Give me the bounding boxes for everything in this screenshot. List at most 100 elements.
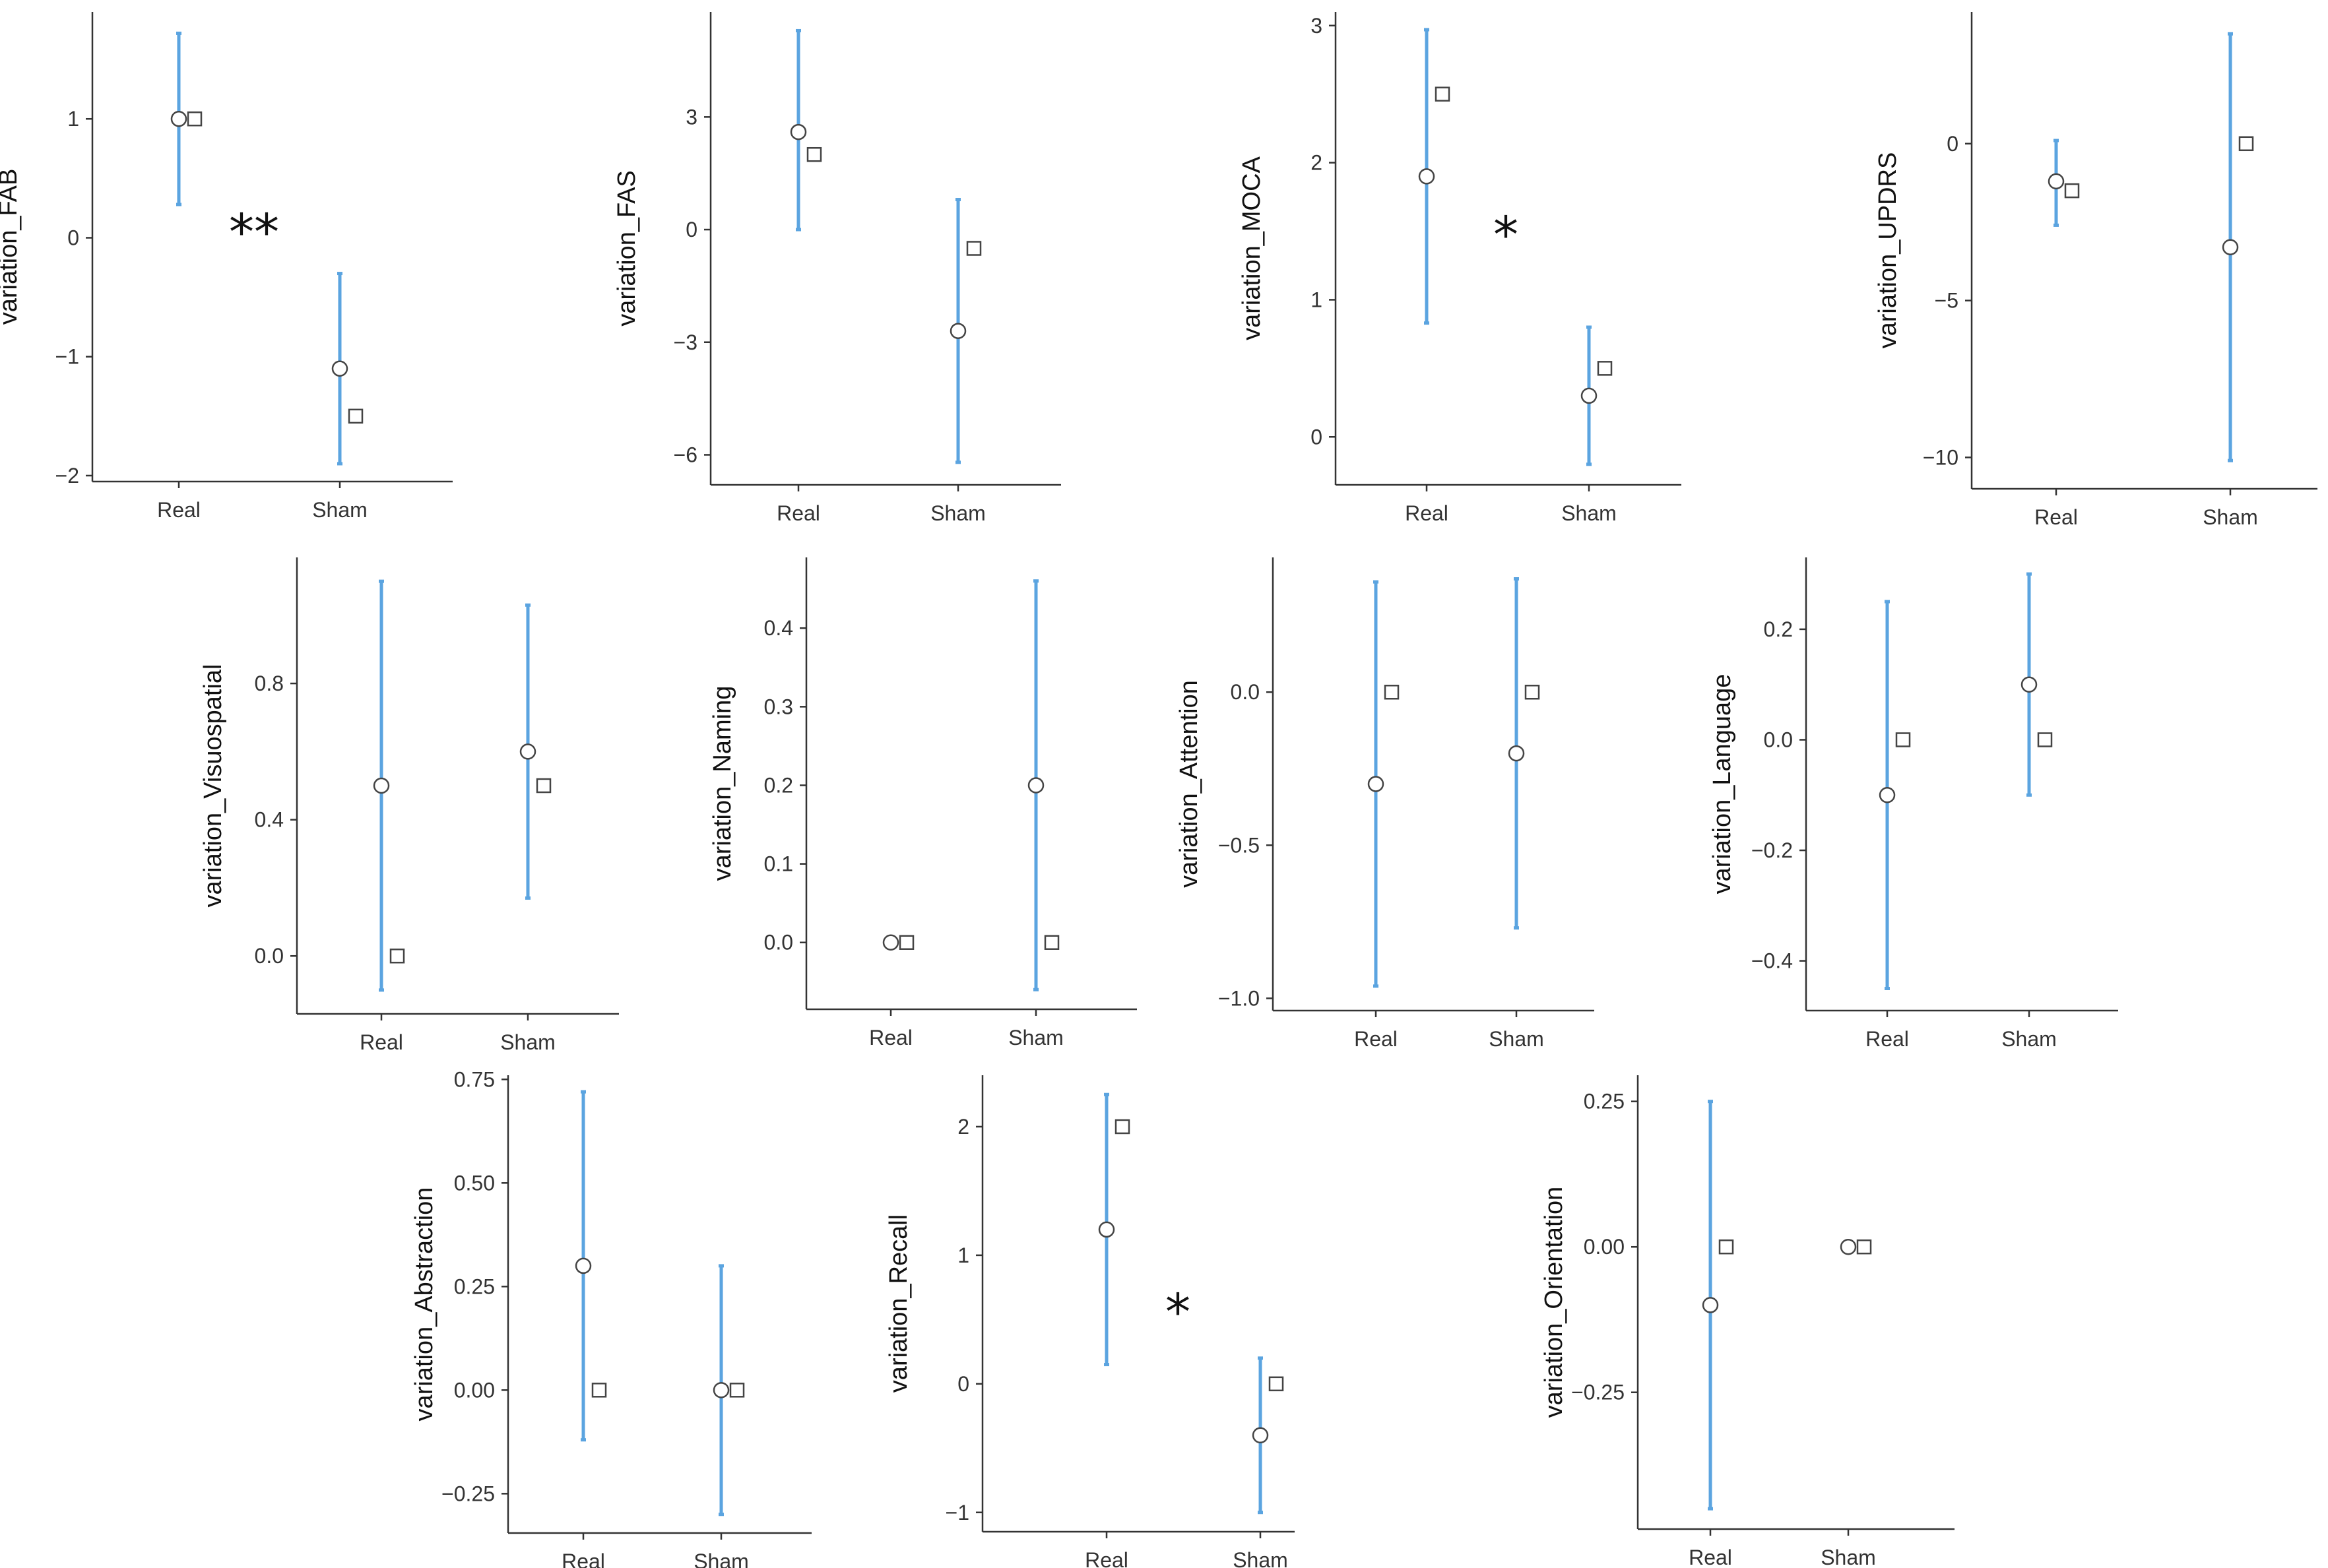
x-tick-label: Real xyxy=(157,498,201,522)
y-tick-label: 2 xyxy=(1310,151,1322,175)
y-tick-label: −1.0 xyxy=(1218,986,1260,1010)
y-axis-title: variation_Abstraction xyxy=(410,1187,438,1422)
y-tick-label: −0.25 xyxy=(441,1482,495,1505)
significance-marker: ** xyxy=(229,203,279,261)
x-tick-label: Sham xyxy=(1489,1027,1544,1051)
mean-point-sham xyxy=(1027,777,1045,794)
panel-variation-language: 0.2 0.0 −0.2 −0.4 Real Sham variation_Language xyxy=(1708,557,2118,1051)
mean-point-sham xyxy=(950,323,967,339)
median-point-real xyxy=(389,948,405,964)
mean-point-sham xyxy=(331,360,348,377)
significance-marker: * xyxy=(1493,205,1518,264)
mean-point-real xyxy=(373,777,390,794)
mean-point-sham xyxy=(1508,745,1525,762)
y-tick-label: 0.25 xyxy=(1584,1090,1625,1113)
panel-variation-naming: 0.4 0.3 0.2 0.1 0.0 Real Sham variation_Naming xyxy=(709,557,1137,1050)
y-tick-label: 0 xyxy=(1947,132,1958,156)
panel-variation-updrs: 0 −5 −10 Real Sham variation_UPDRS xyxy=(1874,12,2317,529)
mean-point-real xyxy=(1702,1297,1719,1313)
x-tick-label: Sham xyxy=(1008,1026,1064,1050)
y-axis-title: variation_Visuospatial xyxy=(199,664,227,908)
significance-marker: * xyxy=(1165,1282,1190,1341)
median-point-sham xyxy=(1597,361,1613,376)
median-point-real xyxy=(1384,684,1400,700)
mean-point-real xyxy=(2048,173,2065,190)
y-axis-title: variation_Language xyxy=(1708,674,1736,894)
mean-point-real xyxy=(170,110,187,127)
y-tick-label: 0 xyxy=(957,1372,969,1396)
y-tick-label: −1 xyxy=(55,345,79,369)
y-tick-label: 0.4 xyxy=(764,616,793,640)
y-tick-label: 1 xyxy=(67,107,79,131)
x-tick-label: Real xyxy=(1865,1027,1909,1051)
panel-variation-visuospatial: 0.8 0.4 0.0 Real Sham variation_Visuospatial xyxy=(199,557,619,1054)
median-point-sham xyxy=(1524,684,1540,700)
median-point-sham xyxy=(729,1383,745,1398)
mean-point-sham xyxy=(1580,387,1598,404)
median-point-real xyxy=(591,1383,607,1398)
mean-point-sham xyxy=(713,1382,730,1398)
y-tick-label: 0.4 xyxy=(255,808,284,832)
y-tick-label: −0.5 xyxy=(1218,833,1260,857)
median-point-sham xyxy=(966,241,982,256)
y-axis-title: variation_FAB xyxy=(0,169,22,325)
y-tick-label: 0.0 xyxy=(1764,728,1793,751)
median-point-real xyxy=(1718,1239,1734,1255)
median-point-sham xyxy=(2238,136,2254,152)
y-tick-label: 2 xyxy=(957,1115,969,1139)
y-tick-label: −0.4 xyxy=(1751,949,1793,973)
median-point-sham xyxy=(1268,1376,1284,1392)
y-tick-label: 0 xyxy=(67,226,79,249)
x-tick-label: Real xyxy=(777,501,820,525)
y-tick-label: 0.0 xyxy=(1231,680,1260,704)
median-point-sham xyxy=(536,778,552,794)
x-tick-label: Sham xyxy=(1233,1548,1288,1568)
x-tick-label: Sham xyxy=(2001,1027,2057,1051)
mean-point-sham xyxy=(2222,239,2239,255)
y-tick-label: −1 xyxy=(946,1501,969,1524)
x-tick-label: Sham xyxy=(2203,505,2258,529)
y-tick-label: −2 xyxy=(55,464,79,487)
median-point-real xyxy=(187,111,203,127)
y-tick-label: 0.1 xyxy=(764,852,793,876)
mean-point-real xyxy=(1098,1221,1115,1238)
mean-point-real xyxy=(882,934,899,951)
median-point-real xyxy=(1435,86,1450,102)
median-point-sham xyxy=(1856,1239,1872,1255)
median-point-real xyxy=(899,935,915,950)
y-tick-label: 3 xyxy=(686,105,697,129)
y-tick-label: 0.25 xyxy=(454,1274,495,1298)
mean-point-sham xyxy=(1840,1238,1857,1255)
mean-point-sham xyxy=(2021,676,2038,693)
mean-point-real xyxy=(1418,168,1435,185)
y-tick-label: 0.00 xyxy=(454,1378,495,1402)
y-tick-label: 1 xyxy=(957,1243,969,1267)
x-tick-label: Real xyxy=(1354,1027,1398,1051)
median-point-sham xyxy=(1044,935,1060,950)
y-tick-label: 0 xyxy=(1310,425,1322,449)
y-tick-label: 1 xyxy=(1310,288,1322,311)
mean-point-real xyxy=(1367,776,1384,792)
y-tick-label: 0 xyxy=(686,218,697,241)
median-point-real xyxy=(1895,732,1911,747)
y-tick-label: 0.2 xyxy=(764,773,793,797)
y-tick-label: 0.75 xyxy=(454,1067,495,1091)
y-axis-title: variation_Naming xyxy=(709,686,736,881)
y-tick-label: 0.2 xyxy=(1764,617,1793,641)
x-tick-label: Real xyxy=(1085,1548,1128,1568)
mean-point-sham xyxy=(519,743,536,760)
mean-point-sham xyxy=(1252,1427,1269,1444)
panel-variation-recall: 2 1 0 −1 Real Sham variation_Recall * xyxy=(885,1075,1295,1568)
y-axis-title: variation_Orientation xyxy=(1540,1187,1568,1418)
y-tick-label: 0.8 xyxy=(255,672,284,695)
x-tick-label: Real xyxy=(1405,501,1448,525)
y-axis-title: variation_UPDRS xyxy=(1874,152,1902,349)
y-tick-label: −10 xyxy=(1923,445,1958,469)
y-axis-title: variation_Attention xyxy=(1175,680,1203,888)
mean-point-real xyxy=(1879,787,1896,803)
panel-variation-abstraction: 0.75 0.50 0.25 0.00 −0.25 Real Sham variation_A… xyxy=(410,1067,812,1568)
x-tick-label: Real xyxy=(2034,505,2078,529)
y-tick-label: 0.0 xyxy=(764,931,793,955)
